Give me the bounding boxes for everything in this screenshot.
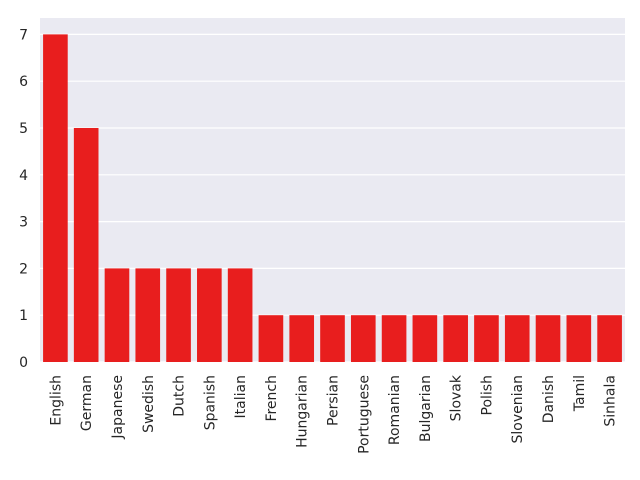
bar-tamil [566, 315, 592, 362]
bar-italian [227, 268, 253, 362]
x-tick-label: Portuguese [356, 375, 372, 454]
x-tick-label: Persian [326, 375, 342, 426]
bar-slovak [443, 315, 468, 362]
x-tick-label: Slovenian [510, 375, 526, 443]
y-axis-tick-labels: 0 1 2 3 4 5 6 7 [19, 27, 28, 371]
bar-japanese [104, 268, 130, 362]
x-tick-label: Slovak [449, 374, 465, 421]
bar-english [43, 34, 68, 362]
bar-spanish [197, 268, 222, 362]
y-tick-label: 5 [19, 121, 28, 137]
x-tick-label: Danish [541, 375, 557, 423]
bar-dutch [166, 268, 191, 362]
x-tick-label: Bulgarian [418, 375, 434, 442]
x-tick-label: Italian [233, 375, 249, 418]
bar-sinhala [597, 315, 622, 362]
y-tick-label: 3 [19, 215, 28, 231]
x-tick-label: Polish [479, 375, 495, 415]
x-tick-label: English [48, 375, 64, 426]
bar-polish [474, 315, 499, 362]
x-tick-label: Dutch [172, 375, 188, 417]
bar-romanian [381, 315, 407, 362]
x-tick-label: German [79, 375, 95, 431]
x-tick-label: Sinhala [603, 375, 619, 427]
bar-swedish [135, 268, 161, 362]
bar-hungarian [289, 315, 315, 362]
bar-french [258, 315, 284, 362]
bar-persian [320, 315, 345, 362]
x-tick-label: Spanish [202, 375, 218, 430]
x-tick-label: Romanian [387, 375, 403, 445]
x-tick-label: Japanese [110, 375, 126, 440]
x-axis-tick-labels: English German Japanese Swedish Dutch Spanish… [48, 374, 618, 454]
x-tick-label: French [264, 375, 280, 422]
bars [43, 34, 622, 363]
x-tick-label: Tamil [572, 375, 588, 412]
x-tick-label: Hungarian [295, 375, 311, 448]
bar-german [73, 127, 99, 363]
y-tick-label: 0 [19, 355, 28, 371]
bar-portuguese [350, 315, 376, 362]
y-tick-label: 4 [19, 168, 28, 184]
bar-slovenian [504, 315, 530, 362]
y-tick-label: 6 [19, 74, 28, 90]
bar-bulgarian [412, 315, 438, 362]
x-tick-label: Swedish [141, 375, 157, 433]
y-tick-label: 7 [19, 27, 28, 43]
bar-danish [535, 315, 561, 362]
y-tick-label: 1 [19, 308, 28, 324]
y-tick-label: 2 [19, 261, 28, 277]
